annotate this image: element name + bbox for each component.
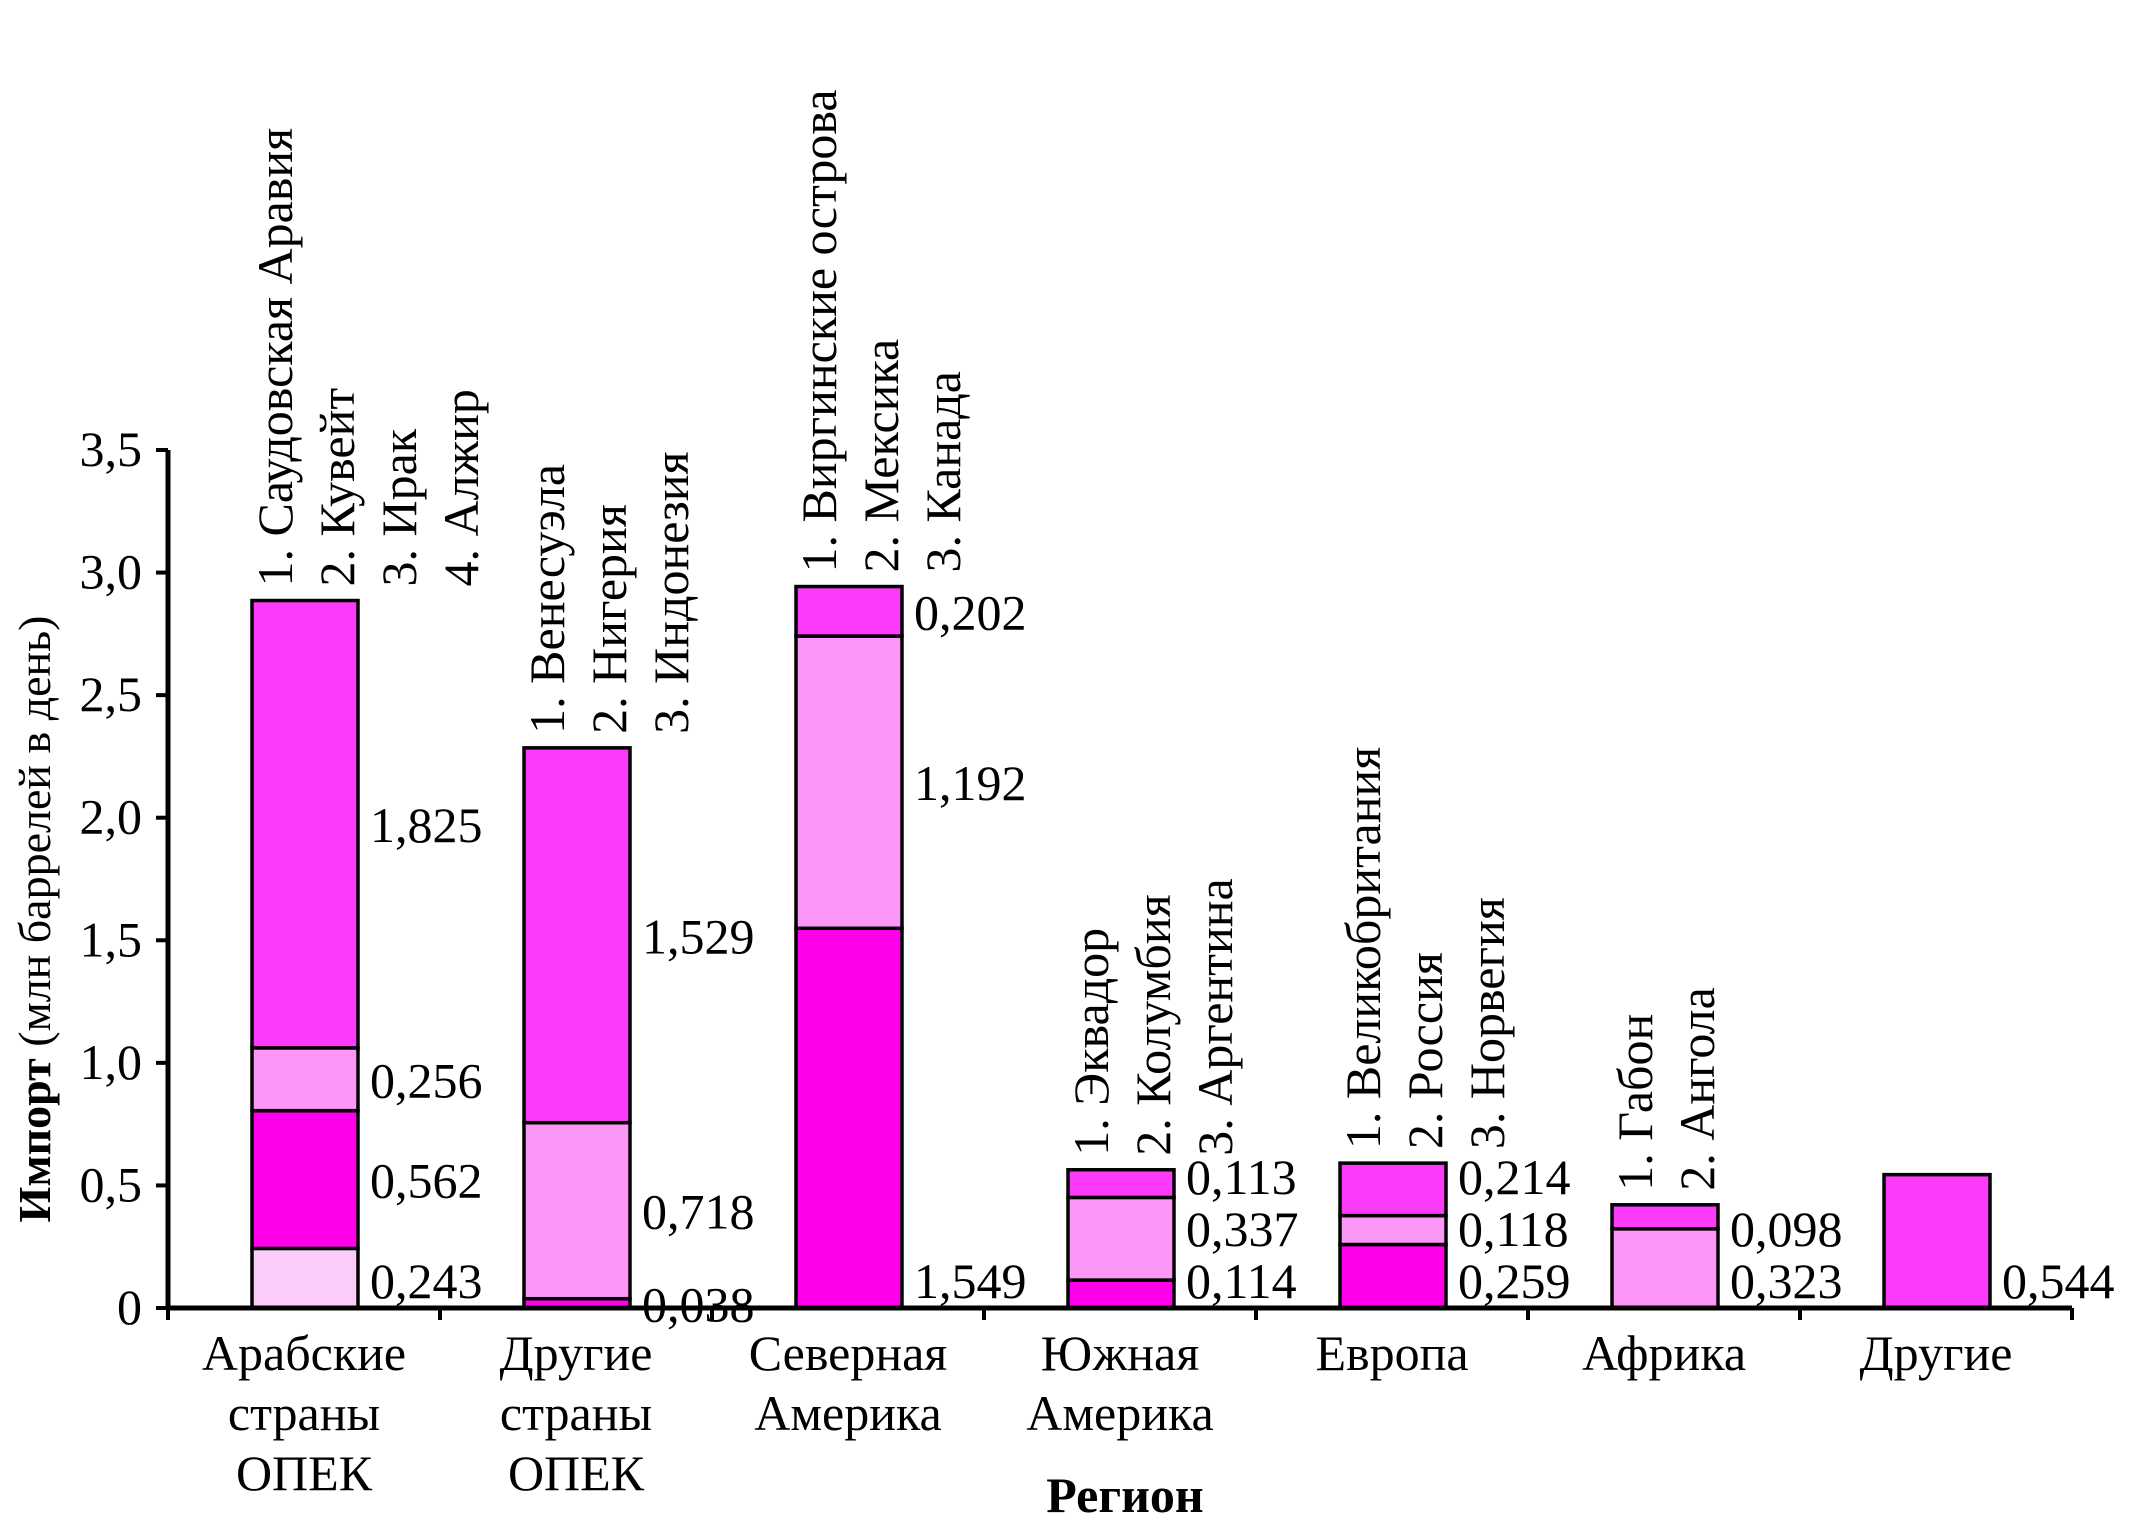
value-label: 1,192 bbox=[914, 755, 1027, 811]
value-label: 0,214 bbox=[1458, 1149, 1571, 1205]
value-label: 0,243 bbox=[370, 1253, 483, 1309]
value-label: 0,256 bbox=[370, 1052, 483, 1108]
legend-caption: 1. Саудовская Аравия bbox=[247, 128, 303, 587]
y-tick-label: 3,5 bbox=[80, 421, 143, 477]
y-tick-label: 3,0 bbox=[80, 544, 143, 600]
y-tick-label: 0,5 bbox=[80, 1156, 143, 1212]
category-label: страны bbox=[228, 1385, 380, 1441]
legend-caption: 3. Канада bbox=[915, 371, 971, 572]
y-tick-label: 2,5 bbox=[80, 666, 143, 722]
y-axis-title-rest: (млн баррелей в день) bbox=[9, 616, 60, 1059]
value-label: 1,825 bbox=[370, 797, 483, 853]
labels-layer: 0 0,5 1,0 1,5 2,0 2,5 3,0 3,5 Импорт (млн баррел… bbox=[9, 89, 2115, 1516]
value-label: 0,544 bbox=[2002, 1253, 2115, 1309]
legend-caption: 1. Великобритания bbox=[1335, 747, 1391, 1149]
value-label: 1,549 bbox=[914, 1253, 1027, 1309]
legend-caption: 3. Норвегия bbox=[1459, 897, 1515, 1149]
bar-segment bbox=[794, 584, 904, 638]
bar-segment bbox=[794, 926, 904, 1310]
x-axis-title: Регион bbox=[1046, 1467, 1203, 1516]
category-label: ОПЕК bbox=[236, 1445, 373, 1501]
bar-segment bbox=[1610, 1227, 1720, 1310]
legend-caption: 1. Виргинские острова bbox=[791, 89, 847, 572]
value-label: 0,098 bbox=[1730, 1201, 1843, 1257]
bar-segment bbox=[1066, 1167, 1176, 1200]
bar-segment bbox=[1066, 1278, 1176, 1310]
value-label: 0,202 bbox=[914, 584, 1027, 640]
bar-segment bbox=[1338, 1161, 1448, 1218]
value-label: 0,718 bbox=[642, 1184, 755, 1240]
legend-caption: 1. Габон bbox=[1607, 1014, 1663, 1191]
bar-segment bbox=[250, 1108, 360, 1251]
y-tick-label: 1,0 bbox=[80, 1034, 143, 1090]
y-tick-label: 2,0 bbox=[80, 789, 143, 845]
legend-caption: 2. Нигерия bbox=[581, 504, 637, 734]
bar-segment bbox=[522, 746, 632, 1125]
axes-layer bbox=[156, 448, 2074, 1320]
legend-caption: 2. Кувейт bbox=[309, 388, 365, 587]
legend-caption: 1. Венесуэла bbox=[519, 464, 575, 734]
legend-caption: 3. Индонезия bbox=[643, 451, 699, 733]
y-axis-title: Импорт (млн баррелей в день) bbox=[9, 616, 60, 1223]
bars-layer bbox=[250, 584, 1992, 1310]
legend-caption: 2. Мексика bbox=[853, 339, 909, 573]
legend-caption: 1. Эквадор bbox=[1063, 928, 1119, 1156]
value-label: 0,038 bbox=[642, 1276, 755, 1332]
category-label: Другие bbox=[1860, 1325, 2013, 1381]
y-tick-label: 0 bbox=[117, 1279, 142, 1335]
legend-caption: 2. Россия bbox=[1397, 952, 1453, 1149]
category-label: Арабские bbox=[202, 1325, 406, 1381]
bar-segment bbox=[1882, 1172, 1992, 1310]
value-label: 0,118 bbox=[1458, 1201, 1569, 1257]
bar-segment bbox=[1066, 1195, 1176, 1282]
category-label: Другие bbox=[500, 1325, 653, 1381]
y-axis-title-bold: Импорт bbox=[9, 1058, 60, 1223]
category-label: Америка bbox=[1026, 1385, 1213, 1441]
value-label: 1,529 bbox=[642, 908, 755, 964]
legend-caption: 3. Ирак bbox=[371, 428, 427, 586]
bar-segment bbox=[250, 1246, 360, 1310]
value-label: 0,323 bbox=[1730, 1253, 1843, 1309]
bar-segment bbox=[522, 1120, 632, 1301]
legend-caption: 4. Алжир bbox=[433, 389, 489, 586]
category-label: Америка bbox=[754, 1385, 941, 1441]
legend-caption: 2. Колумбия bbox=[1125, 894, 1181, 1155]
bar-segment bbox=[1338, 1242, 1448, 1310]
category-label: Африка bbox=[1582, 1325, 1746, 1381]
category-label: Южная bbox=[1041, 1325, 1200, 1381]
value-label: 0,562 bbox=[370, 1153, 483, 1209]
bar-segment bbox=[1338, 1213, 1448, 1247]
value-label: 0,113 bbox=[1186, 1149, 1297, 1205]
value-label: 0,259 bbox=[1458, 1253, 1571, 1309]
bar-segment bbox=[1610, 1203, 1720, 1231]
category-label: страны bbox=[500, 1385, 652, 1441]
value-label: 0,114 bbox=[1186, 1253, 1297, 1309]
category-label: Европа bbox=[1315, 1325, 1468, 1381]
legend-caption: 2. Ангола bbox=[1669, 987, 1725, 1191]
bar-segment bbox=[250, 598, 360, 1050]
category-label: ОПЕК bbox=[508, 1445, 645, 1501]
bar-segment bbox=[250, 1046, 360, 1113]
category-label: Северная bbox=[749, 1325, 948, 1381]
y-tick-label: 1,5 bbox=[80, 911, 143, 967]
legend-caption: 3. Аргентина bbox=[1187, 878, 1243, 1155]
bar-segment bbox=[794, 634, 904, 931]
value-label: 0,337 bbox=[1186, 1201, 1299, 1257]
